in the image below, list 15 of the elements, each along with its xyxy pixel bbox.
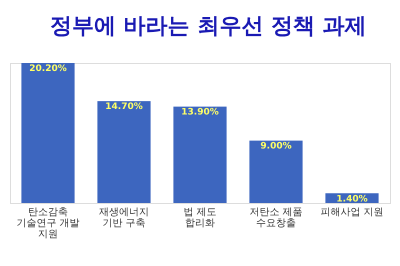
bar xyxy=(249,140,303,203)
x-tick-label: 피해사업 지원 xyxy=(320,207,384,218)
bar xyxy=(21,63,75,203)
data-label: 14.70% xyxy=(105,102,143,112)
data-label: 13.90% xyxy=(181,108,219,118)
x-tick-label: 재생에너지 기반 구축 xyxy=(99,207,149,229)
bar xyxy=(173,106,227,203)
data-label: 1.40% xyxy=(336,194,368,204)
x-tick-label: 저탄소 제품 수요창출 xyxy=(249,207,303,229)
bar xyxy=(97,101,151,203)
data-label: 9.00% xyxy=(260,142,292,152)
x-tick-label: 법 제도 합리화 xyxy=(183,207,217,229)
x-tick-label: 탄소감축 기술연구 개발 지원 xyxy=(16,207,80,240)
chart-title: 정부에 바라는 최우선 정책 과제 xyxy=(50,14,367,39)
data-label: 20.20% xyxy=(29,64,67,74)
